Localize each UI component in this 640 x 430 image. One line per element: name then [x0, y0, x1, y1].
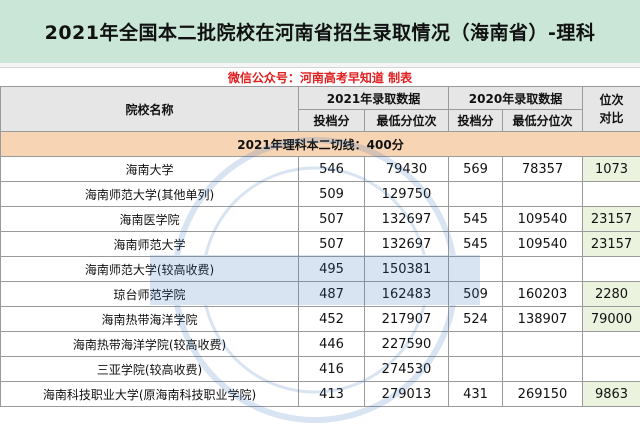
score-2020-cell [449, 332, 503, 357]
header-min-rank-2021: 最低分位次 [365, 110, 449, 132]
school-name-cell: 海南科技职业大学(原海南科技职业学院) [1, 382, 299, 407]
min-rank-2021-cell: 79430 [365, 157, 449, 182]
header-2021: 2021年录取数据 [299, 87, 449, 110]
score-2021-cell: 507 [299, 207, 365, 232]
header-row-top: 院校名称 2021年录取数据 2020年录取数据 位次 对比 [1, 87, 640, 110]
score-2020-cell: 431 [449, 382, 503, 407]
rank-diff-cell: 2280 [583, 282, 640, 307]
score-2021-cell: 546 [299, 157, 365, 182]
header-score-2021: 投档分 [299, 110, 365, 132]
min-rank-2020-cell: 78357 [503, 157, 583, 182]
min-rank-2021-cell: 274530 [365, 357, 449, 382]
score-2020-cell: 524 [449, 307, 503, 332]
header-rank-diff-line1: 位次 [599, 93, 623, 107]
min-rank-2021-cell: 129750 [365, 182, 449, 207]
school-name-cell: 海南师范大学 [1, 232, 299, 257]
min-rank-2020-cell: 160203 [503, 282, 583, 307]
school-name-cell: 琼台师范学院 [1, 282, 299, 307]
score-2020-cell: 545 [449, 207, 503, 232]
min-rank-2021-cell: 227590 [365, 332, 449, 357]
score-2021-cell: 487 [299, 282, 365, 307]
score-2020-cell [449, 182, 503, 207]
min-rank-2021-cell: 150381 [365, 257, 449, 282]
min-rank-2020-cell [503, 357, 583, 382]
admission-table: 院校名称 2021年录取数据 2020年录取数据 位次 对比 投档分 最低分位次… [0, 86, 640, 407]
score-2020-cell: 545 [449, 232, 503, 257]
school-name-cell: 海南医学院 [1, 207, 299, 232]
min-rank-2021-cell: 217907 [365, 307, 449, 332]
rank-diff-cell [583, 357, 640, 382]
section-row: 2021年理科本二切线：400分 [1, 132, 640, 157]
score-2020-cell: 509 [449, 282, 503, 307]
page-title: 2021年全国本二批院校在河南省招生录取情况（海南省）-理科 [0, 0, 640, 63]
rank-diff-cell [583, 332, 640, 357]
min-rank-2020-cell [503, 332, 583, 357]
rank-diff-cell [583, 257, 640, 282]
min-rank-2020-cell [503, 182, 583, 207]
score-2020-cell [449, 257, 503, 282]
header-min-rank-2020: 最低分位次 [503, 110, 583, 132]
score-2021-cell: 495 [299, 257, 365, 282]
min-rank-2020-cell [503, 257, 583, 282]
section-title: 2021年理科本二切线：400分 [1, 132, 640, 157]
score-2021-cell: 416 [299, 357, 365, 382]
min-rank-2021-cell: 132697 [365, 232, 449, 257]
school-name-cell: 三亚学院(较高收费) [1, 357, 299, 382]
header-score-2020: 投档分 [449, 110, 503, 132]
min-rank-2021-cell: 279013 [365, 382, 449, 407]
school-name-cell: 海南大学 [1, 157, 299, 182]
min-rank-2020-cell: 109540 [503, 232, 583, 257]
header-school: 院校名称 [1, 87, 299, 132]
header-rank-diff: 位次 对比 [583, 87, 640, 132]
score-2021-cell: 509 [299, 182, 365, 207]
rank-diff-cell [583, 182, 640, 207]
rank-diff-cell: 9863 [583, 382, 640, 407]
school-name-cell: 海南师范大学(较高收费) [1, 257, 299, 282]
rank-diff-cell: 23157 [583, 232, 640, 257]
score-2020-cell [449, 357, 503, 382]
rank-diff-cell: 23157 [583, 207, 640, 232]
min-rank-2020-cell: 269150 [503, 382, 583, 407]
score-2021-cell: 507 [299, 232, 365, 257]
school-name-cell: 海南热带海洋学院 [1, 307, 299, 332]
header-rank-diff-line2: 对比 [599, 111, 623, 125]
header-2020: 2020年录取数据 [449, 87, 583, 110]
score-2021-cell: 446 [299, 332, 365, 357]
min-rank-2020-cell: 109540 [503, 207, 583, 232]
min-rank-2021-cell: 162483 [365, 282, 449, 307]
score-2020-cell: 569 [449, 157, 503, 182]
source-note: 微信公众号：河南高考早知道 制表 [0, 68, 640, 86]
score-2021-cell: 413 [299, 382, 365, 407]
school-name-cell: 海南热带海洋学院(较高收费) [1, 332, 299, 357]
school-name-cell: 海南师范大学(其他单列) [1, 182, 299, 207]
rank-diff-cell: 1073 [583, 157, 640, 182]
rank-diff-cell: 79000 [583, 307, 640, 332]
min-rank-2020-cell: 138907 [503, 307, 583, 332]
score-2021-cell: 452 [299, 307, 365, 332]
min-rank-2021-cell: 132697 [365, 207, 449, 232]
